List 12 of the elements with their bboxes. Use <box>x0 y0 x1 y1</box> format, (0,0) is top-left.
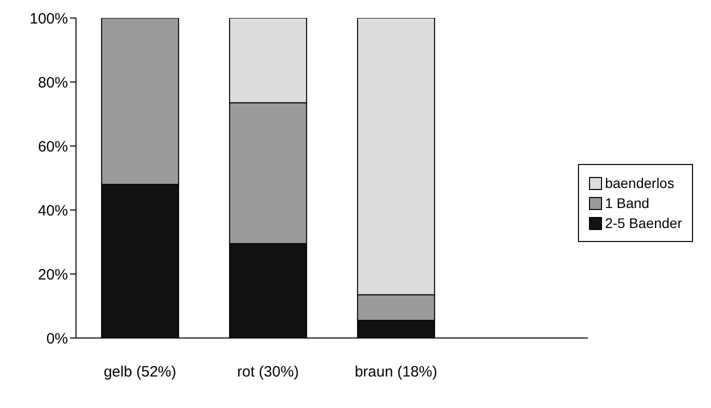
legend-label: 2-5 Baender <box>604 215 682 231</box>
y-tick-label: 0% <box>46 330 68 348</box>
y-tick-label: 20% <box>38 266 68 284</box>
legend-label: baenderlos <box>604 175 674 191</box>
legend-label: 1 Band <box>604 195 650 211</box>
y-tick-label: 60% <box>38 138 68 156</box>
y-tick-label: 100% <box>30 10 68 28</box>
y-tick-label: 40% <box>38 202 68 220</box>
x-tick-label: rot (30%) <box>237 364 299 381</box>
x-tick-label: gelb (52%) <box>104 364 176 381</box>
x-tick-label: braun (18%) <box>354 364 438 381</box>
y-tick-label: 80% <box>38 74 68 92</box>
